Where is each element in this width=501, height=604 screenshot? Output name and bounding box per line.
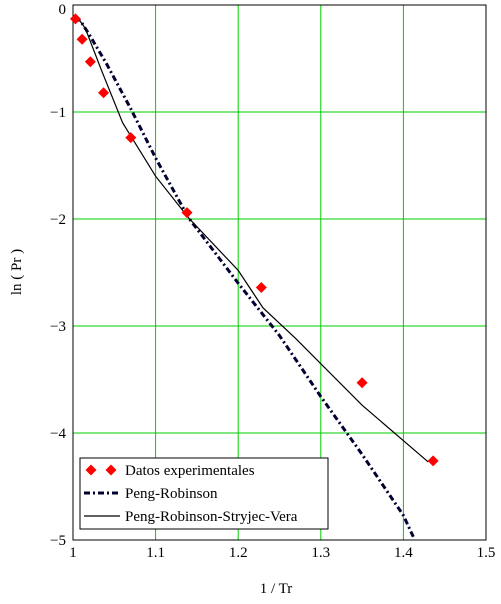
plot-frame: [72, 4, 487, 541]
x-tick-label: 1.4: [394, 545, 413, 561]
x-tick-label: 1: [69, 545, 77, 561]
data-point-marker: [427, 455, 439, 467]
legend-label: Peng-Robinson-Stryjec-Vera: [125, 509, 298, 525]
grid-layer: [73, 5, 486, 540]
tick-layer: 1 1.1 1.2 1.3 1.4 1.5 0 −1 −2 −3 −4 −5: [50, 2, 495, 561]
peng-robinson-line: [74, 15, 415, 538]
x-tick-label: 1.3: [311, 545, 330, 561]
legend-marker: [85, 464, 97, 476]
data-point-marker: [181, 207, 193, 219]
data-point-marker: [84, 56, 96, 68]
x-axis-title: 1 / Tr: [260, 581, 293, 597]
y-tick-label: −1: [50, 105, 66, 121]
y-tick-label: −3: [50, 319, 66, 335]
y-tick-label: −2: [50, 212, 66, 228]
legend-items: Datos experimentales Peng-Robinson Peng-Ro…: [84, 463, 298, 525]
legend: Datos experimentales Peng-Robinson Peng-Ro…: [79, 457, 329, 530]
legend-label: Datos experimentales: [125, 463, 255, 479]
y-tick-label: 0: [59, 2, 67, 18]
x-tick-label: 1.5: [477, 545, 496, 561]
data-point-marker: [98, 87, 110, 99]
y-axis-title: ln ( Pr ): [9, 249, 25, 295]
marker-layer: [69, 13, 439, 467]
data-point-marker: [356, 377, 368, 389]
legend-box: [79, 457, 329, 530]
y-tick-label: −4: [50, 426, 66, 442]
data-point-marker: [69, 13, 81, 25]
data-point-marker: [255, 281, 267, 293]
legend-marker: [105, 464, 117, 476]
prsv-line: [75, 14, 429, 463]
data-point-marker: [76, 33, 88, 45]
series-layer: [74, 14, 429, 538]
y-tick-label: −5: [50, 533, 66, 549]
x-tick-label: 1.1: [146, 545, 165, 561]
x-tick-label: 1.2: [229, 545, 248, 561]
legend-label: Peng-Robinson: [125, 486, 218, 502]
data-point-marker: [125, 132, 137, 144]
